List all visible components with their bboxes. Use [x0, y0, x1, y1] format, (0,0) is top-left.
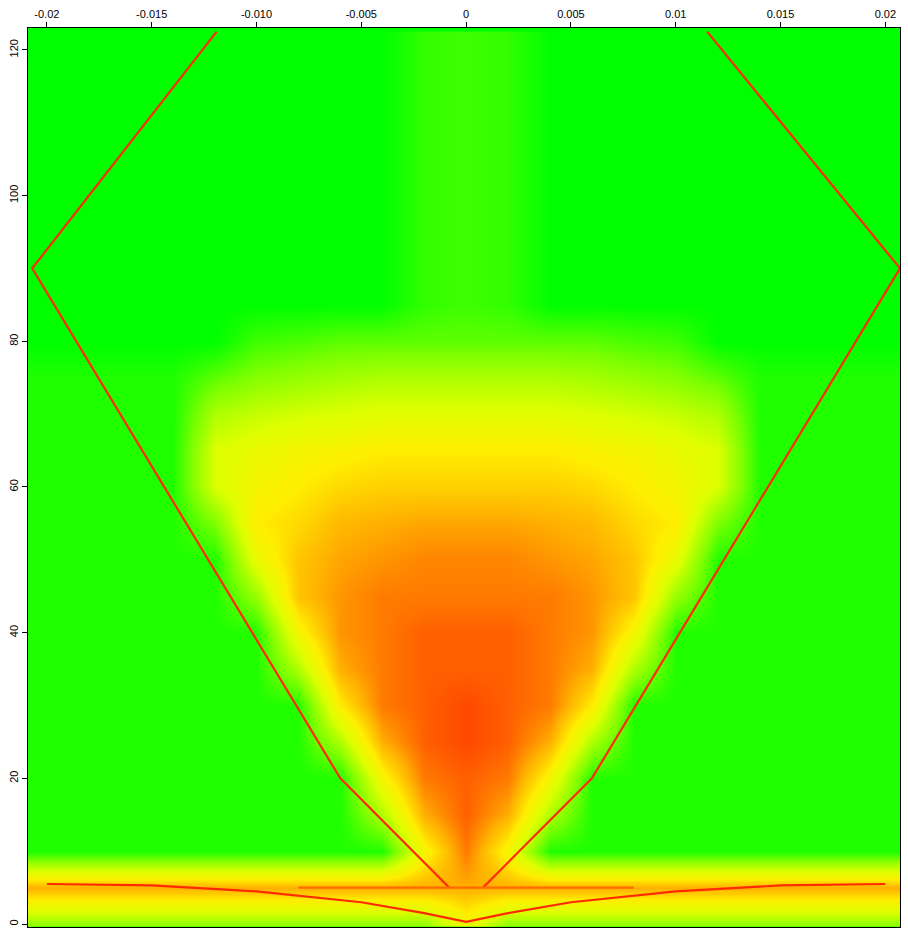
svg-text:-0.02: -0.02	[34, 8, 59, 20]
svg-text:0.015: 0.015	[767, 8, 795, 20]
svg-text:40: 40	[8, 625, 20, 637]
svg-text:-0.005: -0.005	[346, 8, 377, 20]
svg-text:100: 100	[8, 185, 20, 203]
svg-text:0.01: 0.01	[665, 8, 686, 20]
svg-text:80: 80	[8, 333, 20, 345]
svg-text:60: 60	[8, 479, 20, 491]
svg-text:0.02: 0.02	[875, 8, 896, 20]
svg-text:20: 20	[8, 771, 20, 783]
svg-text:120: 120	[8, 39, 20, 57]
svg-text:0: 0	[463, 8, 469, 20]
svg-text:0: 0	[8, 919, 20, 925]
svg-text:-0.015: -0.015	[136, 8, 167, 20]
svg-text:-0.010: -0.010	[241, 8, 272, 20]
svg-text:0.005: 0.005	[557, 8, 585, 20]
